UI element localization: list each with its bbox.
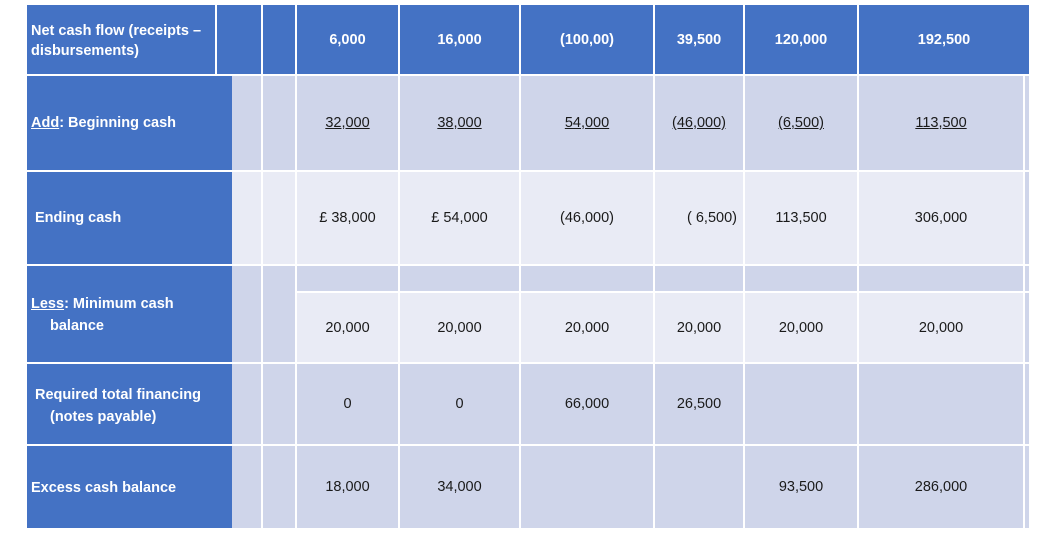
- row3-value-3: (46,000): [559, 210, 614, 226]
- row3-band: [232, 172, 1023, 264]
- row2-value-4-text: (46,000): [671, 115, 726, 131]
- row3-value-5: 113,500: [775, 210, 827, 226]
- grid-vline: [857, 5, 859, 528]
- grid-vline: [398, 5, 400, 528]
- row6-value-4: [655, 446, 743, 528]
- row6-value-5: 93,500: [778, 479, 824, 495]
- grid-hline: [27, 74, 1029, 76]
- row5-value-6: [859, 364, 1023, 444]
- right-edge-strip: [1025, 76, 1029, 528]
- row1-value-4: 39,500: [676, 31, 722, 48]
- row4-label-rest: : Minimum cash: [64, 296, 174, 312]
- row5-label-line2: (notes payable): [50, 409, 157, 425]
- row2-value-5: (6,500): [745, 76, 857, 170]
- grid-vline: [261, 5, 263, 528]
- grid-vline: [743, 5, 745, 528]
- grid-vline: [519, 5, 521, 528]
- row2-value-2-text: 38,000: [437, 115, 482, 131]
- row1-band: [27, 5, 1029, 74]
- row2-value-6: 113,500: [859, 76, 1023, 170]
- row1-value-6: 192,500: [917, 31, 971, 48]
- row4-band-top: [232, 266, 1023, 291]
- grid-hline: [27, 170, 1029, 172]
- row1-label-box-line: [215, 5, 217, 74]
- row2-value-3-text: 54,000: [564, 115, 610, 131]
- row1-value-3: (100,00): [559, 31, 614, 48]
- label-column: [27, 76, 232, 528]
- row5-value-3: 66,000: [564, 396, 610, 412]
- grid-hline: [297, 291, 1029, 293]
- row6-label: Excess cash balance: [31, 480, 177, 496]
- row1-value-1: 6,000: [329, 31, 366, 48]
- grid-vline: [653, 5, 655, 528]
- row2-value-6-text: 113,500: [915, 115, 967, 131]
- row6-value-1: 18,000: [325, 479, 370, 495]
- row4-band: [297, 293, 1023, 362]
- grid-vline: [1023, 76, 1025, 528]
- row3-value-6: 306,000: [914, 210, 968, 226]
- row6-value-6: 286,000: [914, 479, 968, 495]
- row6-value-3: [521, 446, 653, 528]
- row1-value-2: 16,000: [437, 31, 482, 48]
- row5-band: [232, 364, 1023, 444]
- row6-band: [232, 446, 1023, 528]
- row2-value-5-text: (6,500): [778, 115, 824, 131]
- row5-value-5: [745, 364, 857, 444]
- row4-value-5: 20,000: [778, 319, 824, 336]
- row1-value-5: 120,000: [774, 31, 828, 48]
- row4-value-4: 20,000: [676, 319, 722, 336]
- row3-value-1: £ 38,000: [319, 210, 376, 226]
- row3-value-4: ( 6,500): [687, 210, 737, 226]
- row4-value-2: 20,000: [437, 319, 482, 336]
- row5-value-4: 26,500: [676, 396, 722, 412]
- row2-value-1: 32,000: [297, 76, 398, 170]
- grid-hline: [27, 444, 1029, 446]
- row4-band-left: [232, 291, 297, 362]
- row2-label-rest: : Beginning cash: [59, 115, 177, 131]
- row4-label-prefix: Less: [31, 296, 65, 312]
- row5-value-1: 0: [343, 396, 352, 412]
- row2-value-1-text: 32,000: [325, 115, 370, 131]
- row1-label: Net cash flow (receipts – disbursements): [31, 23, 202, 59]
- row2-band: [232, 76, 1023, 170]
- row3-value-2: £ 54,000: [431, 210, 488, 226]
- grid-vline: [295, 5, 297, 528]
- row4-label: Less: Minimum cash: [31, 294, 231, 314]
- row6-value-2: 34,000: [437, 479, 482, 495]
- row2-value-3: 54,000: [521, 76, 653, 170]
- row4-value-1: 20,000: [325, 319, 370, 336]
- row2-value-2: 38,000: [400, 76, 519, 170]
- grid-hline: [27, 264, 1029, 266]
- row5-value-2: 0: [455, 396, 464, 412]
- grid-hline: [27, 362, 1029, 364]
- row2-label: Add: Beginning cash: [31, 113, 231, 133]
- row4-label-line2: balance: [50, 318, 104, 331]
- row4-value-6: 20,000: [918, 319, 964, 336]
- row4-value-3: 20,000: [564, 319, 610, 336]
- row3-label: Ending cash: [35, 210, 122, 226]
- row2-label-prefix: Add: [31, 115, 60, 131]
- row5-label-line1: Required total financing: [35, 387, 201, 403]
- row2-value-4: (46,000): [655, 76, 743, 170]
